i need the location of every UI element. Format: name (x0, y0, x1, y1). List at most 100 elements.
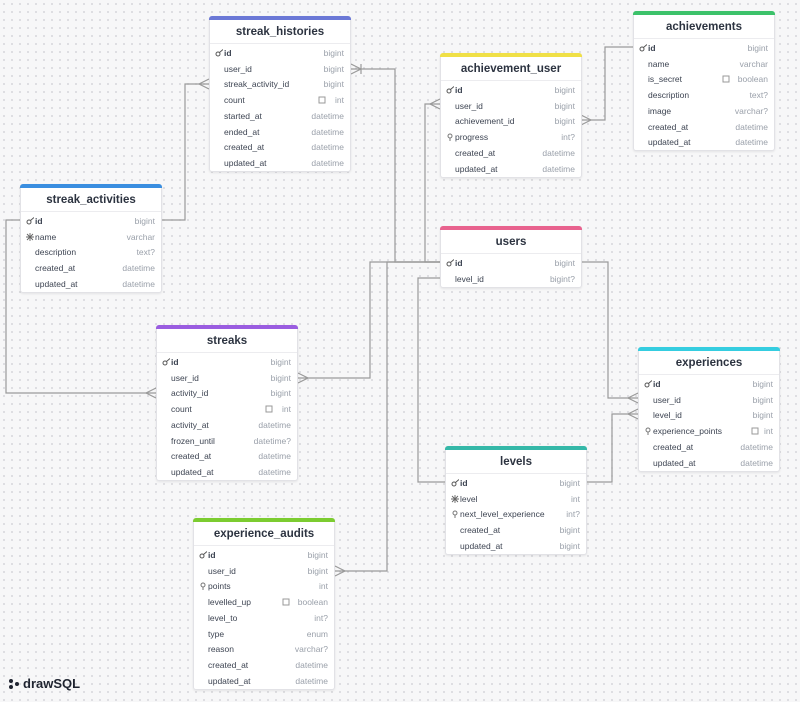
table-name: experience_audits (213, 528, 315, 540)
column-name: next_level_experience (460, 509, 545, 520)
header-separator (634, 38, 774, 39)
column-name: id (208, 550, 216, 560)
column-icon (215, 49, 224, 59)
table-name: experiences (675, 357, 743, 369)
column-name: points (208, 581, 231, 592)
column-name: created_at (224, 142, 265, 153)
crow-foot (580, 114, 593, 126)
header-separator (194, 545, 334, 546)
column-row: activity_id bigint (157, 386, 297, 400)
column-row: updated_at datetime (157, 465, 297, 479)
column-name: user_id (224, 63, 252, 74)
column-type: varchar (739, 58, 768, 69)
header-separator (441, 80, 581, 81)
brand-logo (9, 678, 19, 689)
column-icon (644, 380, 653, 390)
column-row: image varchar? (634, 104, 774, 118)
relation (424, 103, 440, 263)
column-type: bigint (554, 258, 575, 268)
column-name: level_id (455, 273, 484, 284)
column-name: progress (455, 132, 489, 143)
column-row: id bigint (441, 83, 581, 97)
column-icon (446, 86, 455, 96)
header-separator (21, 211, 161, 212)
column-type: int? (566, 509, 580, 520)
column-row: level_id bigint (639, 408, 779, 422)
column-type: bigint (752, 379, 773, 389)
column-row: description text? (634, 88, 774, 102)
column-type: int (319, 581, 328, 592)
column-icon (446, 133, 454, 143)
column-row: progress int? (441, 130, 581, 144)
column-type: bigint? (549, 273, 575, 284)
crow-foot (626, 392, 639, 404)
column-type: text? (749, 90, 768, 101)
brand-name: drawSQL (23, 676, 81, 691)
column-row: streak_activity_id bigint (210, 77, 350, 91)
column-name: id (455, 85, 463, 95)
column-icon (446, 259, 455, 269)
column-row: created_at datetime (634, 120, 774, 134)
column-name: updated_at (648, 137, 691, 148)
table-card: levels id bigint level int next_level_experie… (445, 446, 587, 555)
table-color-bar (156, 325, 298, 329)
header-separator (446, 473, 586, 474)
column-name: started_at (224, 110, 262, 121)
column-type: bigint (307, 565, 328, 576)
column-row: updated_at datetime (210, 156, 350, 170)
column-type: bigint (752, 394, 773, 405)
column-type: int? (314, 612, 328, 623)
column-type: datetime (740, 441, 773, 452)
column-name: created_at (460, 525, 501, 536)
column-name: level_id (653, 410, 682, 421)
column-name: ended_at (224, 126, 260, 137)
relation (351, 68, 440, 263)
column-icon (199, 551, 208, 561)
column-type: bigint (747, 43, 768, 53)
column-type: text? (136, 247, 155, 258)
column-type: datetime (542, 147, 575, 158)
relation (162, 83, 209, 221)
column-type: bigint (270, 372, 291, 383)
type-icon (282, 598, 290, 608)
column-row: id bigint (21, 214, 161, 228)
column-name: id (224, 48, 232, 58)
column-name: activity_at (171, 419, 209, 430)
table-card: achievement_user id bigint user_id bigint ach… (440, 53, 582, 178)
column-name: user_id (171, 372, 199, 383)
column-row: user_id bigint (441, 99, 581, 113)
column-row: experience_points int (639, 424, 779, 438)
column-type: bigint (323, 48, 344, 58)
column-name: created_at (35, 263, 76, 274)
table-card: streak_histories id bigint user_id bigint str… (209, 16, 351, 172)
column-row: achievement_id bigint (441, 114, 581, 128)
column-row: frozen_until datetime? (157, 434, 297, 448)
column-name: created_at (653, 441, 694, 452)
column-type: datetime (258, 419, 291, 430)
column-row: updated_at datetime (441, 162, 581, 176)
column-row: id bigint (210, 46, 350, 60)
table-color-bar (445, 446, 587, 450)
table-color-bar (20, 184, 162, 188)
relation (298, 261, 440, 379)
column-row: updated_at datetime (639, 456, 779, 470)
column-row: activity_at datetime (157, 418, 297, 432)
column-icon (639, 44, 648, 54)
column-type: bigint (554, 100, 575, 111)
column-name: updated_at (171, 466, 214, 477)
column-type: datetime (311, 110, 344, 121)
column-type: datetime (311, 142, 344, 153)
column-type: bigint (554, 85, 575, 95)
crow-foot (334, 565, 347, 577)
column-row: created_at datetime (157, 449, 297, 463)
column-type: datetime (735, 121, 768, 132)
column-type: bigint (752, 410, 773, 421)
column-row: id bigint (639, 377, 779, 391)
column-type: bigint (323, 79, 344, 90)
column-name: count (171, 404, 192, 415)
column-type: int (335, 95, 344, 106)
table-name: levels (500, 456, 532, 468)
relation (581, 261, 638, 399)
column-row: updated_at datetime (634, 135, 774, 149)
